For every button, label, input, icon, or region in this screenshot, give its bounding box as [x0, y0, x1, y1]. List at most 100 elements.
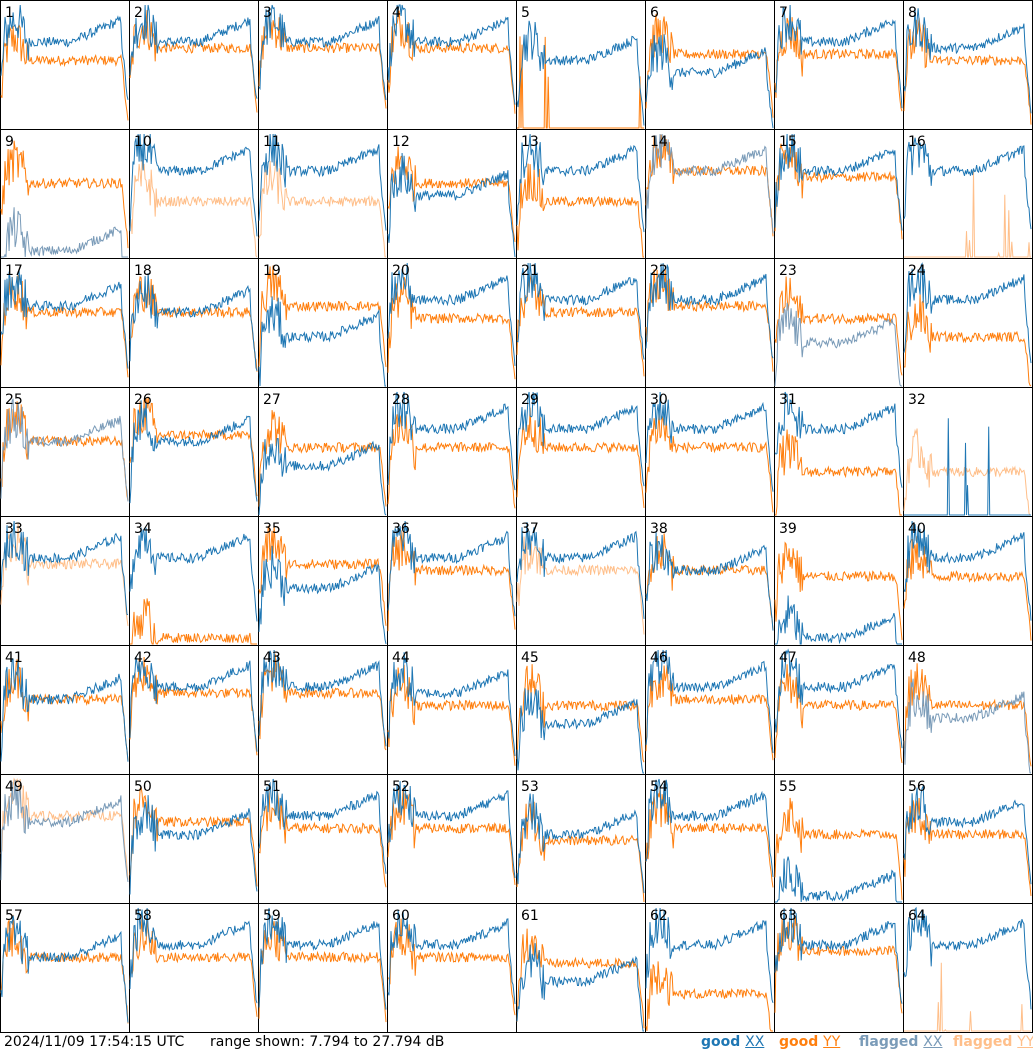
tile-label: 8 — [908, 5, 917, 21]
tile-3: 3 — [258, 0, 388, 130]
series-yy — [258, 10, 387, 109]
tile-frame — [258, 0, 388, 130]
tile-22: 22 — [645, 258, 775, 388]
tile-23: 23 — [774, 258, 904, 388]
series-xx — [516, 391, 645, 487]
tile-label: 21 — [521, 263, 539, 279]
tile-label: 46 — [650, 650, 668, 666]
series-yy — [129, 159, 258, 258]
series-xx — [129, 133, 258, 237]
series-xx — [903, 8, 1032, 114]
tile-label: 16 — [908, 134, 926, 150]
tile-label: 57 — [5, 908, 23, 924]
tile-frame — [645, 387, 775, 517]
tile-46: 46 — [645, 645, 775, 775]
tile-7: 7 — [774, 0, 904, 130]
tile-36: 36 — [387, 516, 517, 646]
series-xx — [129, 527, 258, 622]
tile-label: 44 — [392, 650, 410, 666]
tile-label: 39 — [779, 521, 797, 537]
tile-58: 58 — [129, 903, 259, 1033]
series-yy — [903, 663, 1032, 767]
tile-label: 62 — [650, 908, 668, 924]
series-yy — [774, 664, 903, 763]
series-xx — [1, 207, 128, 258]
tile-label: 42 — [134, 650, 152, 666]
tile-label: 37 — [521, 521, 539, 537]
series-xx — [903, 906, 1032, 1010]
tile-label: 20 — [392, 263, 410, 279]
series-xx — [258, 907, 387, 1010]
series-xx — [774, 133, 903, 231]
tile-27: 27 — [258, 387, 388, 517]
tile-1: 1 — [0, 0, 130, 130]
tile-43: 43 — [258, 645, 388, 775]
tile-frame — [645, 903, 775, 1033]
series-xx — [645, 34, 774, 129]
series-yy — [903, 536, 1032, 641]
series-yy — [903, 797, 1032, 896]
tile-53: 53 — [516, 774, 646, 904]
series-xx — [258, 778, 387, 874]
tile-frame — [387, 645, 517, 775]
tile-label: 60 — [392, 908, 410, 924]
series-xx — [645, 649, 774, 754]
tile-62: 62 — [645, 903, 775, 1033]
series-yy — [258, 921, 387, 1023]
series-xx — [387, 652, 516, 757]
tile-8: 8 — [903, 0, 1033, 130]
tile-label: 31 — [779, 392, 797, 408]
tile-frame — [0, 903, 130, 1033]
tile-label: 50 — [134, 779, 152, 795]
tile-frame — [129, 903, 259, 1033]
series-xx — [0, 4, 129, 101]
tile-39: 39 — [774, 516, 904, 646]
tile-label: 22 — [650, 263, 668, 279]
series-xx — [0, 270, 129, 369]
series-xx — [774, 648, 903, 749]
series-yy — [387, 413, 516, 509]
tile-33: 33 — [0, 516, 130, 646]
tile-19: 19 — [258, 258, 388, 388]
series-xx — [516, 793, 645, 894]
tile-17: 17 — [0, 258, 130, 388]
tile-frame — [0, 516, 130, 646]
tile-30: 30 — [645, 387, 775, 517]
tile-label: 29 — [521, 392, 539, 408]
tile-35: 35 — [258, 516, 388, 646]
series-xx — [645, 133, 774, 234]
tile-label: 24 — [908, 263, 926, 279]
tile-frame — [387, 903, 517, 1033]
series-xx — [129, 795, 258, 895]
series-xx — [387, 4, 516, 105]
footer: 2024/11/09 17:54:15 UTC range shown: 7.7… — [0, 1033, 1033, 1053]
tile-label: 32 — [908, 392, 926, 408]
series-xx — [129, 907, 258, 1004]
tile-label: 11 — [263, 134, 281, 150]
series-xx — [387, 910, 516, 1005]
tile-frame — [903, 0, 1033, 130]
tile-frame — [774, 645, 904, 775]
series-xx — [904, 418, 1031, 516]
tile-63: 63 — [774, 903, 904, 1033]
tile-64: 64 — [903, 903, 1033, 1033]
series-xx — [258, 4, 387, 101]
series-yy — [258, 265, 387, 368]
tile-21: 21 — [516, 258, 646, 388]
tile-frame — [258, 774, 388, 904]
series-xx — [516, 20, 645, 126]
series-yy — [516, 407, 645, 508]
tile-57: 57 — [0, 903, 130, 1033]
tile-label: 1 — [5, 5, 14, 21]
tile-label: 47 — [779, 650, 797, 666]
tile-51: 51 — [258, 774, 388, 904]
tile-label: 14 — [650, 134, 668, 150]
series-xx — [0, 520, 129, 616]
tile-label: 38 — [650, 521, 668, 537]
series-yy — [0, 23, 129, 121]
tile-label: 56 — [908, 779, 926, 795]
tile-label: 2 — [134, 5, 143, 21]
series-yy — [0, 659, 129, 761]
tile-frame — [516, 258, 646, 388]
